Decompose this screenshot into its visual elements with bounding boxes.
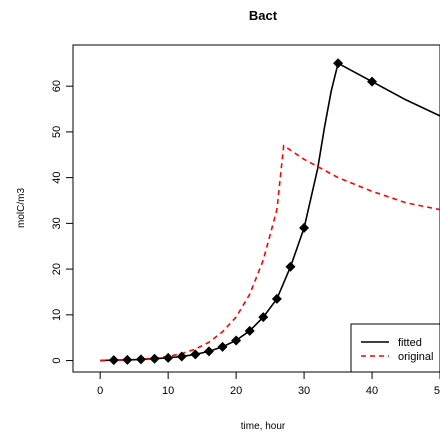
data-point [176,351,187,362]
data-point [367,76,378,87]
legend-fitted-label: fitted [398,337,422,349]
x-tick-label: 20 [230,385,242,397]
data-point [299,222,310,233]
y-tick-label: 20 [51,263,63,275]
data-point [217,341,228,352]
data-point [258,312,269,323]
chart-title: Bact [249,8,278,23]
data-point [135,354,146,365]
y-tick-label: 50 [51,126,63,138]
data-point [163,352,174,363]
legend-original-label: original [398,351,433,363]
y-tick-label: 0 [51,358,63,364]
series-line-fitted [100,62,440,362]
data-point [333,58,344,69]
y-tick-label: 60 [51,80,63,92]
y-tick-label: 40 [51,172,63,184]
data-point [231,335,242,346]
x-axis-label: time, hour [241,421,286,432]
y-tick-label: 30 [51,217,63,229]
x-tick-label: 40 [366,385,378,397]
y-axis: 0 10 20 30 40 50 60 [51,80,74,364]
data-point [285,261,296,272]
data-point [149,353,160,364]
y-tick-label: 10 [51,309,63,321]
data-point [108,355,119,366]
y-axis-label: molC/m3 [16,188,27,228]
x-tick-label: 0 [97,385,103,397]
data-point [203,346,214,357]
x-tick-label: 30 [298,385,310,397]
x-tick-label: 10 [162,385,174,397]
data-point [271,293,282,304]
x-axis: 0 10 20 30 40 50 [97,371,440,397]
data-point [122,354,133,365]
legend: fitted original [350,323,440,373]
data-point [190,349,201,360]
legend-box [350,323,440,373]
data-point [244,325,255,336]
x-tick-label: 50 [434,385,440,397]
